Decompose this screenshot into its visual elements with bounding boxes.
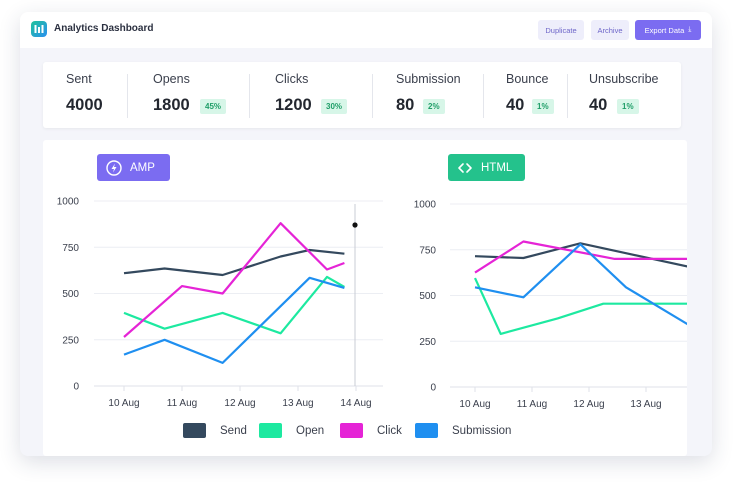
x-tick-label: 13 Aug [282,398,313,409]
series-line-open [474,277,687,335]
x-tick-label: 13 Aug [630,399,661,410]
stat-divider [567,74,568,118]
stat-label: Opens [153,72,190,86]
legend-swatch [259,423,282,438]
legend-item-click[interactable]: Click [340,423,402,438]
x-tick-label: 12 Aug [224,398,255,409]
y-tick-label: 1000 [57,197,80,208]
stat-label: Unsubscribe [589,72,659,86]
legend-swatch [340,423,363,438]
stat-divider [483,74,484,118]
amp-line-chart: 0 250 500 750 1000 10 Aug 11 Aug 12 Aug 13 Aug 14… [57,197,383,409]
stat-badge: 45% [200,99,227,114]
y-tick-label: 250 [62,335,79,346]
x-tick-label: 10 Aug [459,399,490,410]
stat-value: 40 [506,96,525,114]
x-tick-label: 12 Aug [573,399,604,410]
lightning-icon [106,159,122,176]
y-tick-label: 250 [419,337,436,348]
x-tick-label: 11 Aug [167,398,197,409]
html-chart-tab[interactable]: HTML [448,154,525,181]
duplicate-button[interactable]: Duplicate [538,20,584,40]
legend-item-submission[interactable]: Submission [415,423,511,438]
amp-chart-title: AMP [130,161,155,174]
stat-value: 4000 [66,96,103,114]
stat-value: 40 [589,96,608,114]
archive-button[interactable]: Archive [591,20,629,40]
series-line-send [123,248,345,277]
code-icon [457,160,473,176]
series-line-click [123,222,345,338]
y-tick-label: 500 [62,289,79,300]
stat-submission: Submission 80 2% [396,72,461,114]
x-tick-label: 14 Aug [340,398,371,409]
series-line-open [123,275,345,335]
stat-badge: 1% [617,99,639,114]
stat-badge: 1% [532,99,554,114]
page-title: Analytics Dashboard [54,23,154,34]
y-tick-label: 750 [62,243,79,254]
amp-chart-tab[interactable]: AMP [97,154,170,181]
stat-label: Sent [66,72,92,86]
stat-label: Submission [396,72,461,86]
stat-badge: 30% [321,99,348,114]
cursor-dot [352,222,358,228]
html-line-chart: 0 250 500 750 1000 10 Aug 11 Aug 12 Aug 13 Aug [414,200,687,410]
y-tick-label: 1000 [414,200,437,211]
html-chart-title: HTML [481,161,513,174]
stat-badge: 2% [423,99,445,114]
export-data-button[interactable]: Export Data ⤓ [635,20,701,40]
download-icon: ⤓ [688,26,692,33]
legend-label: Send [220,424,247,437]
legend-item-open[interactable]: Open [259,423,324,438]
stat-value: 80 [396,96,415,114]
series-line-click [474,240,687,274]
legend-label: Open [296,424,325,437]
stat-sent: Sent 4000 [66,72,103,114]
stat-divider [127,74,128,118]
series-line-submission [474,243,687,326]
stat-label: Bounce [506,72,549,86]
x-tick-label: 10 Aug [108,398,139,409]
legend-label: Click [377,424,402,437]
x-tick-label: 11 Aug [517,399,547,410]
stat-clicks: Clicks 1200 30% [275,72,348,114]
stat-value: 1200 [275,96,312,114]
series-line-send [474,242,687,268]
y-tick-label: 500 [419,291,436,302]
y-tick-label: 750 [419,245,436,256]
y-tick-label: 0 [73,382,79,393]
title-bar: Analytics Dashboard Duplicate Archive Ex… [20,12,712,48]
export-data-label: Export Data [644,25,685,35]
app-logo-icon [31,21,47,37]
y-tick-label: 0 [430,383,436,394]
stat-divider [249,74,250,118]
dashboard-window: Analytics Dashboard Duplicate Archive Ex… [20,12,712,456]
stat-label: Clicks [275,72,309,86]
stats-bar: Sent 4000 Opens 1800 45% Clicks 1200 30%… [43,62,681,128]
stat-bounce: Bounce 40 1% [506,72,554,114]
charts-panel: AMP HTML 0 250 500 750 1000 10 Aug 11 Aug 12 Au… [43,140,687,456]
legend-item-send[interactable]: Send [183,423,247,438]
stat-opens: Opens 1800 45% [153,72,227,114]
stat-unsubscribe: Unsubscribe 40 1% [589,72,659,114]
legend-swatch [415,423,438,438]
series-line-submission [123,276,345,364]
stat-value: 1800 [153,96,190,114]
legend-label: Submission [452,424,512,437]
stat-divider [372,74,373,118]
legend-swatch [183,423,206,438]
